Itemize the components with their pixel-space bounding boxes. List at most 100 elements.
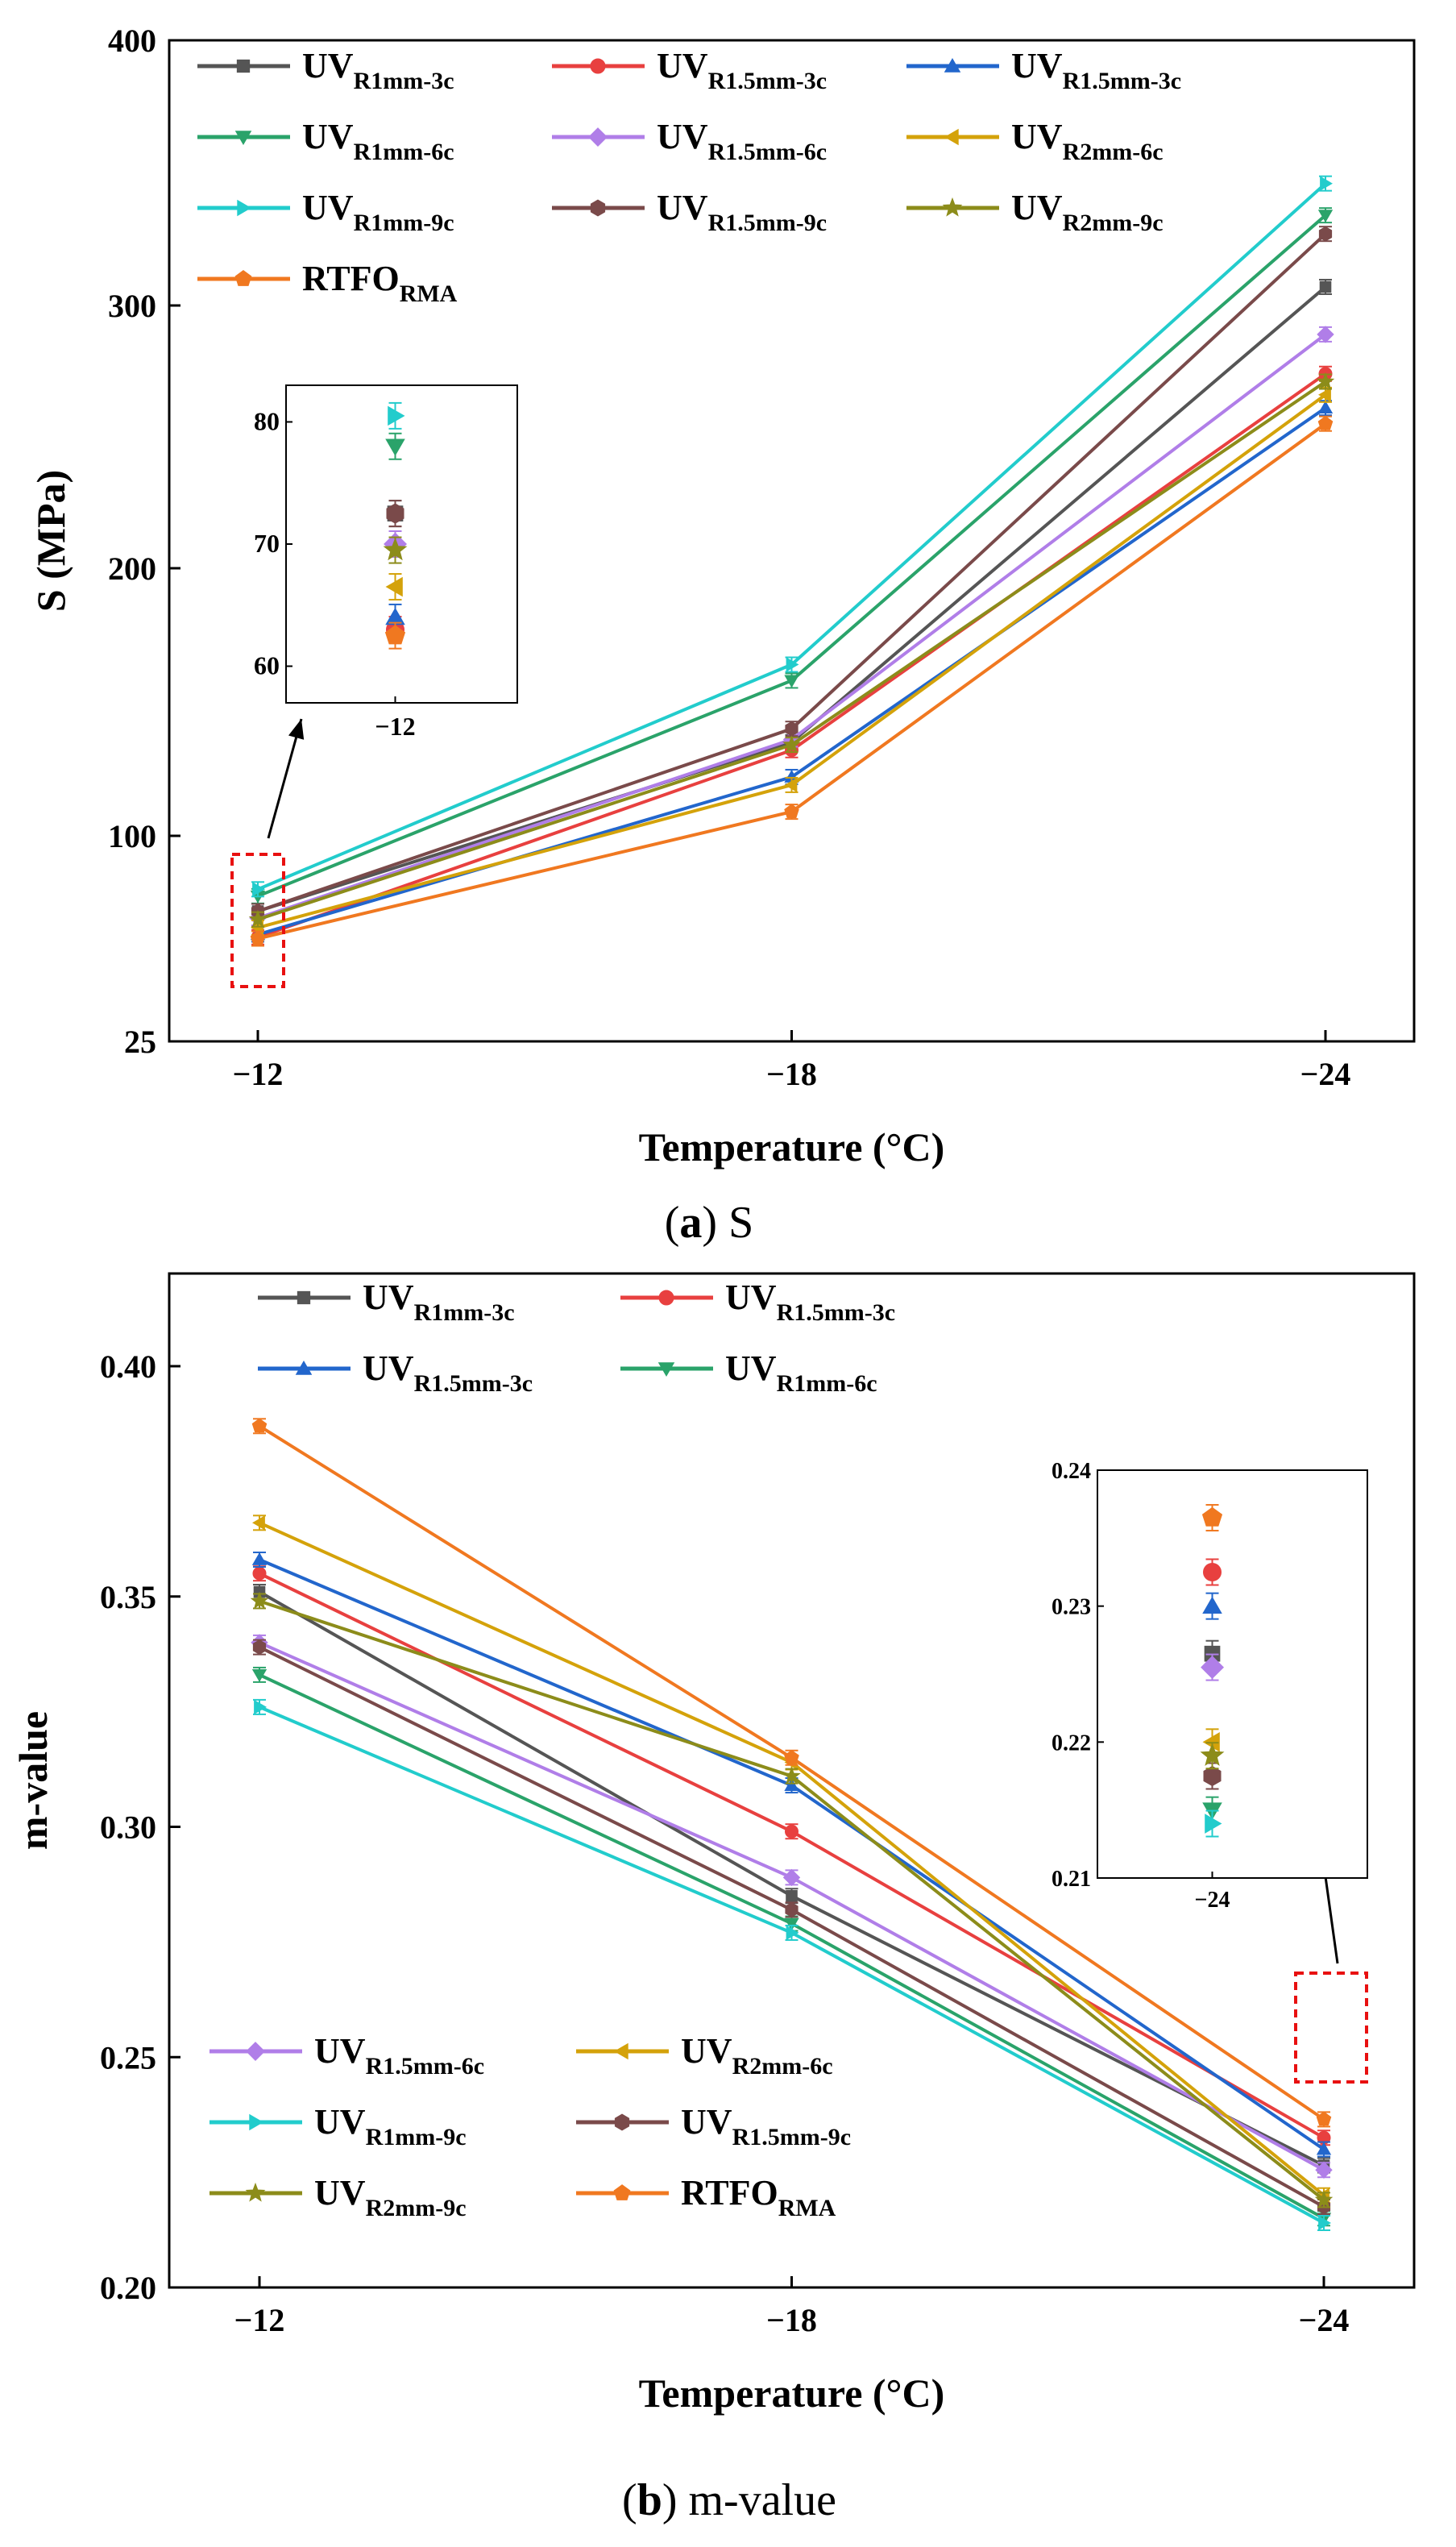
inset-point-uv_r2mm_6c [385,576,403,597]
legend-marker-uv_r15mm_9c [590,199,606,217]
y-tick-label: 100 [108,818,156,854]
legend-label-subscript: R1mm-3c [414,1299,515,1326]
legend-label-subscript: R1.5mm-9c [732,2124,851,2150]
legend-entry-uv_r1mm_3c: UVR1mm-3c [258,1278,515,1326]
inset: 60 70 80 −12 [254,384,518,741]
legend-label-subscript: R1mm-9c [354,210,454,236]
data-point-rtfo_rma [251,1418,268,1433]
data-point-uv_r1mm_3c [1319,280,1332,293]
inset-point-uv_r15mm_9c [386,503,404,524]
legend-label-base: UV [1011,117,1063,156]
y-tick-label: 0.35 [100,1579,156,1615]
legend-label-base: UV [657,117,708,156]
inset-frame [1097,1469,1368,1879]
legend-label-uv_r1mm_3c: UVR1mm-3c [302,46,454,94]
series-rtfo_rma [250,415,1334,947]
data-point-uv_r15mm_3c_b [251,1552,268,1565]
data-point-uv_r15mm_6c [782,1868,801,1887]
legend-label-base: UV [314,2102,366,2142]
caption-text: ) m-value [662,2475,836,2525]
inset-point-uv_r15mm_6c [1201,1656,1225,1680]
series-uv_r1mm_9c [253,1698,1332,2231]
data-point-uv_r1mm_9c [252,882,266,897]
inset-point-uv_r1mm_9c [1205,1814,1222,1834]
caption-letter: a [679,1198,702,1248]
inset-y-tick-label: 70 [254,529,280,558]
legend-label-uv_r15mm_3c_b: UVR1.5mm-3c [1011,46,1181,94]
data-point-uv_r15mm_3c_b [1317,401,1334,413]
legend-label-uv_r2mm_6c: UVR2mm-6c [681,2031,833,2080]
inset-point-uv_r15mm_3c [1203,1563,1222,1581]
y-tick-label: 200 [108,551,156,587]
data-point-uv_r1mm_6c [1317,210,1334,223]
series-uv_r1mm_9c [251,175,1333,898]
data-point-uv_r15mm_9c [785,721,799,737]
legend-label-base: RTFO [681,2173,778,2213]
series-uv_r15mm_3c_b [251,1552,1332,2158]
inset-point-uv_r15mm_9c [1203,1765,1222,1787]
y-axis-label: m-value [10,1711,56,1850]
legend-label-uv_r1mm_6c: UVR1mm-6c [302,117,454,165]
panel-a: 25 100 200 300 400 −12 −18 −24 Temperature (°C) S… [28,23,1416,1248]
legend-label-uv_r15mm_3c_b: UVR1.5mm-3c [363,1348,533,1397]
legend-label-base: UV [363,1278,414,1317]
legend-marker-uv_r15mm_9c [614,2113,630,2131]
legend-label-subscript: R2mm-9c [1063,210,1164,236]
legend-label-uv_r1mm_6c: UVR1mm-6c [725,1348,877,1397]
legend-marker-uv_r2mm_9c [942,197,963,217]
inset-point-uv_r15mm_3c_b [1202,1596,1222,1614]
legend-marker-uv_r1mm_3c [236,59,251,73]
legend-marker-uv_r2mm_9c [245,2182,266,2202]
legend-label-uv_r15mm_6c: UVR1.5mm-6c [314,2031,484,2080]
legend-label-subscript: R1.5mm-6c [708,139,827,165]
legend-entry-uv_r15mm_6c: UVR1.5mm-6c [209,2031,484,2080]
inset: 0.21 0.22 0.23 0.24 −24 [1052,1459,1368,1913]
data-point-uv_r15mm_3c [252,1566,267,1581]
legend-label-base: UV [1011,188,1063,227]
data-point-uv_r2mm_9c [782,1766,801,1785]
inset-y-tick-label: 0.22 [1052,1731,1091,1755]
legend-entry-uv_r15mm_3c_b: UVR1.5mm-3c [258,1348,533,1397]
legend-marker-rtfo_rma [234,269,252,286]
data-point-uv_r15mm_3c_b [784,1778,799,1791]
data-point-uv_r2mm_9c [1314,2190,1334,2208]
data-point-uv_r15mm_3c [785,1824,799,1839]
data-point-uv_r1mm_9c [1320,176,1333,191]
legend-label-base: UV [657,46,708,85]
legend-label-subscript: R1.5mm-3c [1063,68,1181,94]
inset-point-uv_r1mm_6c [385,438,405,456]
data-point-uv_r2mm_6c [251,1515,265,1531]
callout-arrow-line [267,718,303,839]
data-point-rtfo_rma [784,804,799,819]
data-point-uv_r2mm_9c [782,735,801,753]
data-point-uv_r1mm_3c [786,1889,798,1902]
data-point-uv_r1mm_6c [784,675,799,688]
legend-entry-uv_r1mm_6c: UVR1mm-6c [197,117,454,165]
series-uv_r2mm_9c [250,1591,1334,2208]
legend-label-base: UV [302,117,354,156]
legend-label-uv_r15mm_9c: UVR1.5mm-9c [681,2102,851,2150]
y-tick-label: 25 [124,1024,156,1060]
data-point-uv_r2mm_9c [250,1591,269,1610]
legend-label-base: UV [314,2173,366,2213]
data-point-uv_r1mm_6c [784,1918,799,1931]
y-axis-label: S (MPa) [28,470,73,612]
legend-entry-uv_r15mm_3c_b: UVR1.5mm-3c [906,46,1181,94]
legend-label-rtfo_rma: RTFORMA [302,259,458,307]
legend-marker-uv_r2mm_6c [944,128,959,146]
data-point-uv_r15mm_9c [785,1902,799,1918]
caption-letter: b [637,2475,662,2525]
x-tick-label: −12 [234,2302,285,2338]
legend-label-base: RTFO [302,259,400,298]
data-point-uv_r15mm_6c [1315,2161,1333,2179]
callout-arrow-head [288,719,305,740]
x-axis-label: Temperature (°C) [639,1124,945,1170]
legend-label-subscript: RMA [778,2195,836,2221]
legend-entry-uv_r1mm_9c: UVR1mm-9c [209,2102,467,2150]
y-tick-label: 0.20 [100,2270,156,2306]
highlight-box [230,853,285,988]
data-point-uv_r1mm_9c [1318,2215,1332,2231]
x-tick-label: −18 [766,2302,817,2338]
legend-label-subscript: R1.5mm-3c [777,1299,895,1326]
inset-y-tick-label: 0.24 [1052,1459,1091,1484]
